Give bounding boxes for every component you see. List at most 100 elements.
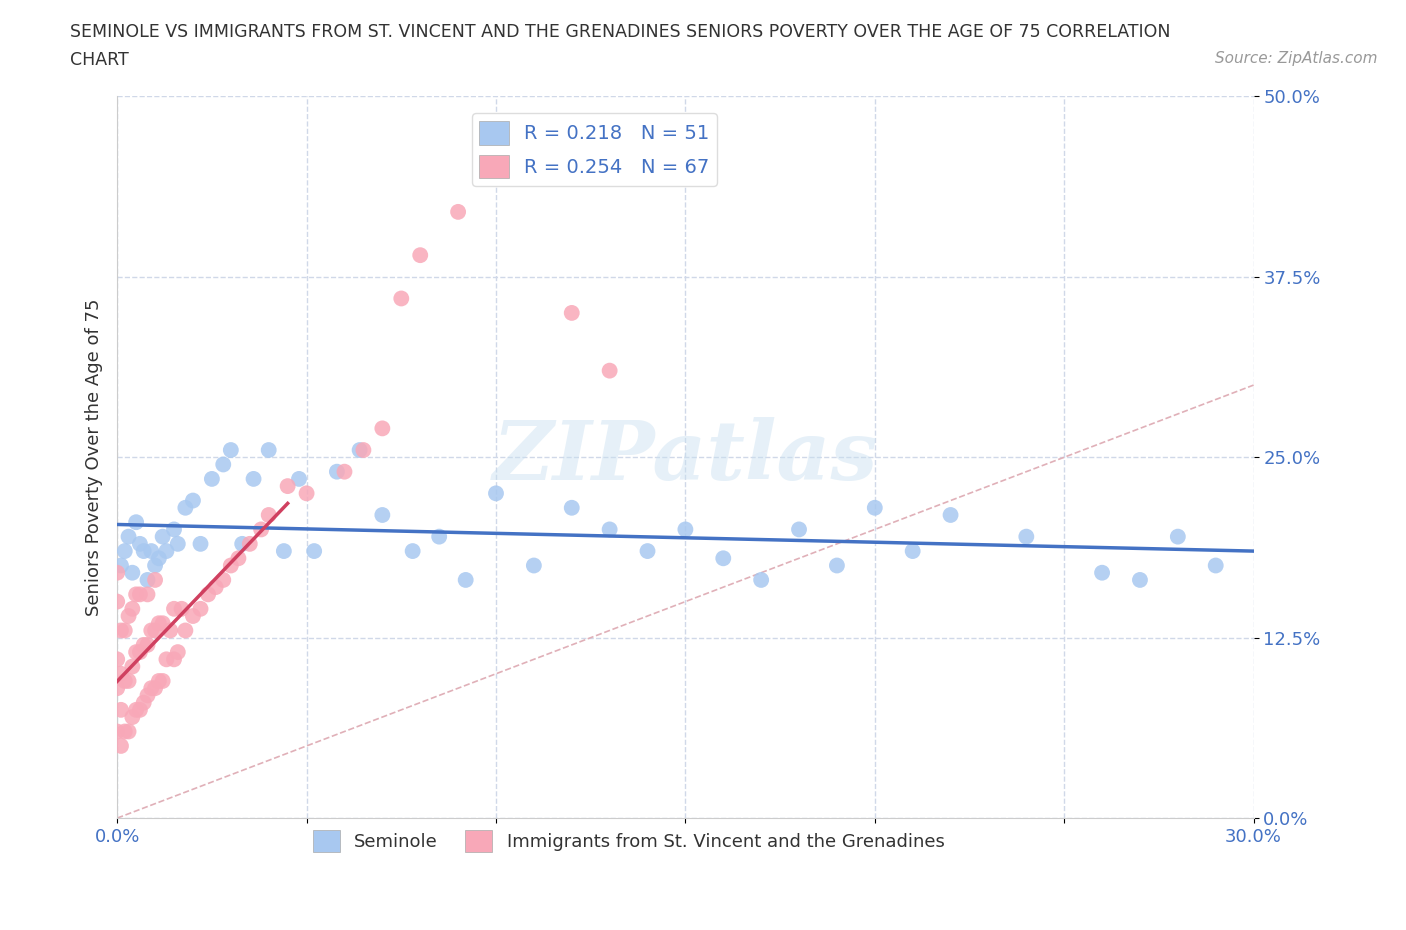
Text: SEMINOLE VS IMMIGRANTS FROM ST. VINCENT AND THE GRENADINES SENIORS POVERTY OVER : SEMINOLE VS IMMIGRANTS FROM ST. VINCENT … (70, 23, 1171, 41)
Point (1205, 558, 1227, 573)
Point (170, 602, 193, 617)
Point (637, 544, 659, 559)
Point (121, 710, 143, 724)
Point (129, 644, 152, 659)
Point (673, 522, 696, 537)
Point (901, 544, 924, 559)
Point (599, 364, 621, 379)
Point (114, 544, 136, 559)
Point (1091, 565, 1114, 580)
Point (326, 464, 349, 479)
Point (105, 681, 128, 696)
Y-axis label: Seniors Poverty Over the Age of 75: Seniors Poverty Over the Age of 75 (86, 299, 103, 616)
Point (148, 616, 170, 631)
Point (136, 637, 159, 652)
Point (239, 537, 262, 551)
Point (228, 551, 250, 565)
Point (148, 673, 170, 688)
Text: Source: ZipAtlas.com: Source: ZipAtlas.com (1215, 51, 1378, 66)
Point (302, 544, 325, 559)
Point (143, 573, 166, 588)
Point (257, 508, 280, 523)
Point (132, 637, 155, 652)
Point (349, 443, 371, 458)
Point (117, 724, 139, 739)
Point (242, 472, 264, 486)
Point (105, 724, 128, 739)
Point (155, 652, 177, 667)
Point (152, 529, 174, 544)
Point (257, 443, 280, 458)
Point (105, 565, 128, 580)
Point (561, 500, 583, 515)
Point (141, 623, 163, 638)
Point (204, 579, 226, 594)
Point (121, 565, 143, 580)
Point (401, 544, 423, 559)
Point (939, 508, 962, 523)
Point (749, 573, 772, 588)
Point (136, 587, 159, 602)
Point (152, 673, 174, 688)
Point (1015, 529, 1038, 544)
Point (141, 544, 163, 559)
Point (1129, 573, 1152, 588)
Point (174, 623, 197, 638)
Point (155, 544, 177, 559)
Point (148, 551, 170, 565)
Point (288, 472, 311, 486)
Point (114, 623, 136, 638)
Text: ZIPatlas: ZIPatlas (492, 418, 879, 498)
Point (136, 573, 159, 588)
Point (197, 587, 219, 602)
Point (105, 594, 128, 609)
Point (125, 587, 148, 602)
Point (787, 522, 810, 537)
Point (181, 493, 204, 508)
Point (163, 602, 186, 617)
Point (143, 558, 166, 573)
Point (163, 652, 186, 667)
Point (711, 551, 734, 565)
Point (219, 443, 242, 458)
Point (371, 508, 394, 523)
Point (333, 464, 356, 479)
Point (599, 522, 621, 537)
Point (219, 558, 242, 573)
Point (121, 602, 143, 617)
Point (166, 537, 188, 551)
Point (114, 724, 136, 739)
Point (174, 500, 197, 515)
Point (454, 573, 477, 588)
Point (201, 472, 224, 486)
Point (485, 161, 508, 176)
Point (447, 205, 470, 219)
Point (152, 616, 174, 631)
Point (129, 537, 152, 551)
Point (166, 644, 188, 659)
Point (485, 485, 508, 500)
Point (389, 291, 412, 306)
Text: CHART: CHART (70, 51, 129, 69)
Point (273, 544, 295, 559)
Point (132, 696, 155, 711)
Point (190, 602, 212, 617)
Point (114, 673, 136, 688)
Point (190, 537, 212, 551)
Point (143, 623, 166, 638)
Point (163, 522, 186, 537)
Point (117, 608, 139, 623)
Point (110, 702, 132, 717)
Point (427, 529, 450, 544)
Point (1167, 529, 1189, 544)
Point (523, 147, 546, 162)
Point (129, 587, 152, 602)
Point (141, 681, 163, 696)
Point (181, 608, 204, 623)
Point (863, 500, 886, 515)
Point (129, 702, 152, 717)
Point (250, 522, 273, 537)
Legend: Seminole, Immigrants from St. Vincent and the Grenadines: Seminole, Immigrants from St. Vincent an… (305, 823, 952, 859)
Point (125, 702, 148, 717)
Point (277, 479, 299, 494)
